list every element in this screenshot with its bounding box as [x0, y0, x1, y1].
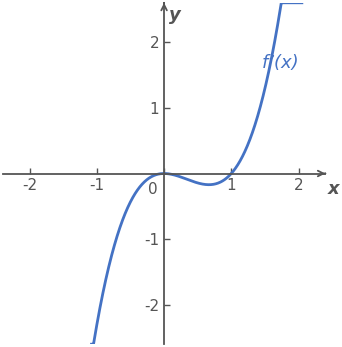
- Text: x: x: [328, 180, 340, 198]
- Text: 0: 0: [148, 182, 157, 197]
- Text: y: y: [169, 6, 181, 24]
- Text: f’(x): f’(x): [262, 54, 299, 72]
